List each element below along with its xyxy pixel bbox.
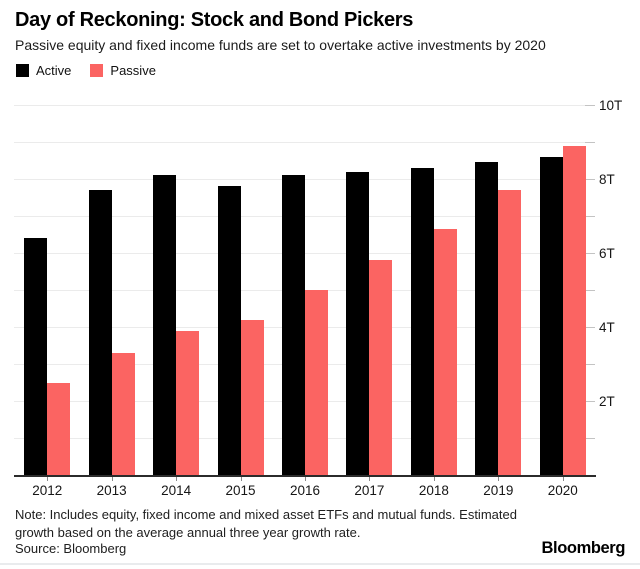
source-text: Source: Bloomberg bbox=[15, 541, 127, 556]
bar-active-2020 bbox=[539, 156, 563, 475]
bar-passive-2017 bbox=[369, 260, 393, 475]
y-tick-7T bbox=[585, 216, 595, 217]
x-axis-label-2018: 2018 bbox=[418, 483, 449, 498]
bar-active-2019 bbox=[475, 162, 499, 475]
y-axis-label-2T: 2T bbox=[599, 394, 615, 409]
y-tick-8T bbox=[585, 179, 595, 180]
gridline-10T bbox=[14, 105, 595, 106]
legend-item-passive: Passive bbox=[90, 63, 156, 78]
bar-active-2016 bbox=[282, 175, 305, 475]
note-text: Note: Includes equity, fixed income and … bbox=[15, 507, 517, 540]
legend-item-active: Active bbox=[16, 63, 71, 78]
x-axis-label-2019: 2019 bbox=[483, 483, 514, 498]
bar-passive-2020 bbox=[562, 145, 586, 475]
bar-passive-2015 bbox=[240, 319, 264, 475]
bloomberg-logo: Bloomberg bbox=[541, 539, 626, 557]
legend-label-active: Active bbox=[36, 63, 72, 78]
y-tick-5T bbox=[585, 290, 595, 291]
x-tick-2012 bbox=[47, 477, 49, 481]
gridline-9T bbox=[14, 142, 595, 143]
legend-swatch-passive-icon bbox=[90, 64, 104, 77]
legend-label-passive: Passive bbox=[110, 63, 156, 78]
x-axis-label-2012: 2012 bbox=[32, 483, 63, 498]
bar-passive-2018 bbox=[433, 228, 457, 475]
x-axis-line bbox=[14, 475, 596, 477]
y-axis-label-8T: 8T bbox=[599, 172, 615, 187]
y-tick-1T bbox=[585, 438, 595, 439]
x-tick-2018 bbox=[433, 477, 435, 481]
x-tick-2017 bbox=[369, 477, 371, 481]
x-axis-label-2013: 2013 bbox=[96, 483, 127, 498]
bar-passive-2019 bbox=[498, 190, 522, 475]
x-axis-label-2015: 2015 bbox=[225, 483, 256, 498]
bar-active-2012 bbox=[24, 238, 48, 475]
x-tick-2014 bbox=[176, 477, 178, 481]
bar-passive-2012 bbox=[47, 382, 71, 475]
x-axis-label-2014: 2014 bbox=[161, 483, 192, 498]
x-tick-2015 bbox=[240, 477, 242, 481]
x-axis-label-2017: 2017 bbox=[354, 483, 385, 498]
bar-active-2015 bbox=[217, 186, 241, 475]
y-tick-2T bbox=[585, 401, 595, 402]
bar-active-2018 bbox=[410, 167, 434, 475]
bottom-divider bbox=[0, 563, 640, 565]
bar-passive-2014 bbox=[176, 330, 200, 475]
x-tick-2019 bbox=[498, 477, 500, 481]
legend: Active Passive bbox=[16, 63, 156, 78]
bar-passive-2016 bbox=[305, 290, 328, 475]
y-tick-3T bbox=[585, 364, 595, 365]
x-tick-2013 bbox=[111, 477, 113, 481]
x-tick-2016 bbox=[305, 477, 306, 481]
bar-passive-2013 bbox=[111, 352, 135, 475]
x-axis-label-2016: 2016 bbox=[289, 483, 321, 498]
y-tick-9T bbox=[585, 142, 595, 143]
y-tick-4T bbox=[585, 327, 595, 328]
chart-subtitle: Passive equity and fixed income funds ar… bbox=[15, 37, 546, 53]
y-tick-6T bbox=[585, 253, 595, 254]
x-tick-2020 bbox=[562, 477, 564, 481]
y-axis-label-6T: 6T bbox=[599, 246, 615, 261]
chart-title: Day of Reckoning: Stock and Bond Pickers bbox=[15, 9, 414, 31]
y-tick-10T bbox=[585, 105, 595, 106]
y-axis-label-4T: 4T bbox=[599, 320, 615, 335]
x-axis-label-2020: 2020 bbox=[547, 483, 578, 498]
y-axis-label-10T: 10T bbox=[599, 98, 623, 113]
bar-active-2014 bbox=[153, 175, 177, 475]
bar-active-2017 bbox=[346, 171, 370, 475]
legend-swatch-active-icon bbox=[16, 64, 29, 77]
bar-active-2013 bbox=[88, 190, 112, 475]
